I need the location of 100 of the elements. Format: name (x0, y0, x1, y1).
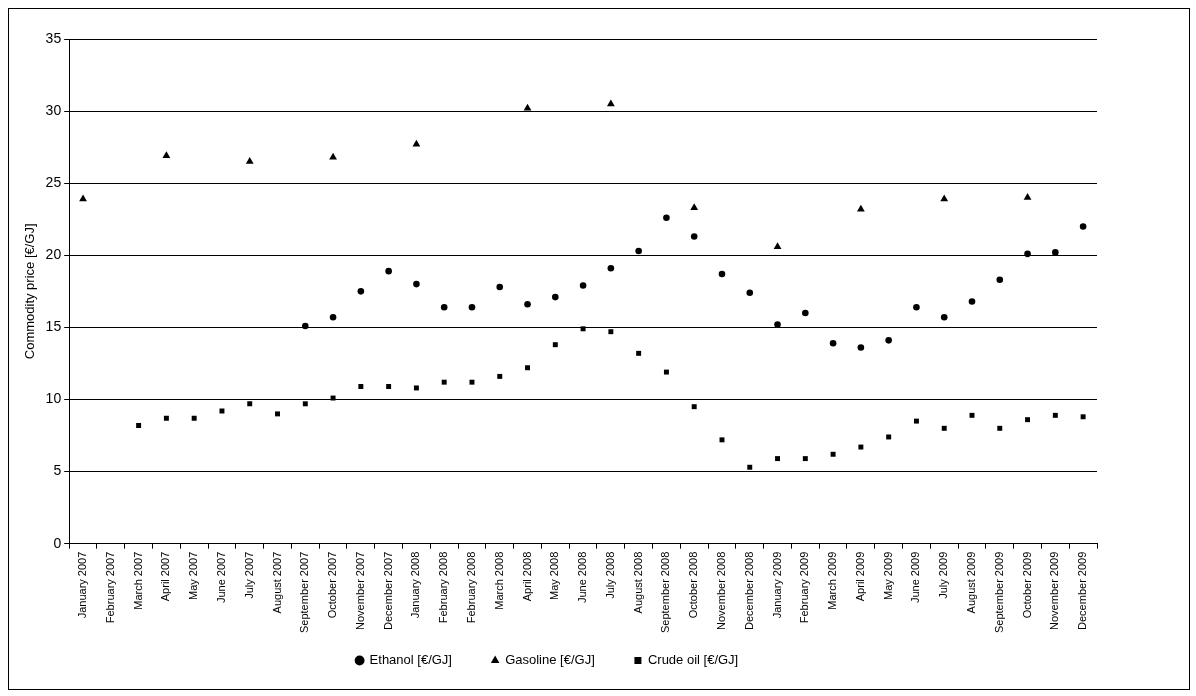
x-tick-label: January 2007 (76, 551, 89, 619)
point (886, 434, 892, 440)
x-tick-label: May 2008 (548, 551, 561, 600)
x-tick-label: October 2009 (1020, 551, 1033, 619)
x-tick-label: November 2008 (715, 551, 728, 630)
y-tick-label: 35 (45, 29, 62, 46)
x-tick-label: July 2008 (603, 551, 616, 599)
point (358, 384, 364, 389)
point (245, 157, 254, 164)
x-tick-label: September 2008 (659, 551, 672, 634)
x-tick-label: November 2007 (353, 551, 366, 630)
point (524, 301, 531, 308)
x-tick-label: June 2009 (909, 551, 922, 604)
y-tick-label: 25 (45, 174, 62, 191)
point (79, 194, 87, 202)
point (773, 242, 782, 249)
x-tick-label: January 2008 (409, 551, 422, 619)
point (162, 151, 171, 159)
legend-label: Gasoline [€/GJ] (505, 652, 617, 668)
point (329, 313, 337, 321)
point (441, 379, 447, 385)
point (940, 194, 949, 202)
x-tick-label: February 2008 (465, 551, 477, 624)
point (663, 369, 669, 375)
point (856, 204, 865, 212)
x-tick-label: December 2007 (381, 551, 394, 630)
x-tick-label: April 2007 (159, 551, 172, 602)
point (330, 395, 336, 401)
point (1052, 249, 1059, 256)
x-tick-label: October 2008 (687, 551, 700, 619)
point (997, 425, 1003, 431)
point (718, 270, 726, 278)
point (385, 267, 392, 275)
point (663, 214, 670, 222)
point (580, 326, 586, 332)
point (802, 456, 808, 462)
x-tick-label: March 2008 (492, 551, 505, 610)
point (191, 415, 197, 421)
x-tick-label: September 2007 (298, 551, 311, 634)
point (996, 276, 1004, 284)
point (440, 303, 448, 311)
point (941, 425, 947, 431)
point (302, 401, 308, 407)
x-tick-label: May 2009 (881, 551, 894, 600)
x-tick-label: June 2008 (576, 551, 589, 604)
y-axis-title: Commodity price [€/GJ] (22, 223, 38, 360)
point (830, 451, 836, 457)
point (636, 350, 642, 356)
x-tick-label: March 2009 (826, 551, 839, 610)
x-tick-label: June 2007 (214, 551, 227, 604)
point (913, 418, 919, 424)
point (913, 303, 920, 311)
x-tick-label: February 2009 (798, 551, 811, 624)
x-tick-label: November 2009 (1048, 551, 1061, 630)
point (829, 339, 837, 347)
point (579, 282, 587, 289)
point (1079, 223, 1087, 230)
x-tick-label: October 2007 (326, 551, 339, 619)
point (607, 264, 615, 272)
point (635, 247, 642, 255)
point (775, 456, 781, 462)
point (136, 422, 142, 428)
y-tick-label: 20 (45, 246, 62, 263)
point (496, 283, 504, 291)
x-tick-label: February 2008 (437, 551, 450, 624)
x-tick-label: March 2007 (131, 551, 144, 610)
point (163, 415, 169, 421)
legend-label: Ethanol [€/GJ] (369, 652, 474, 668)
x-tick-label: September 2009 (992, 551, 1005, 634)
x-tick-label: July 2007 (242, 551, 255, 599)
point (247, 401, 253, 407)
y-tick-label: 5 (53, 462, 62, 479)
point (968, 298, 976, 305)
x-tick-label: August 2007 (270, 551, 283, 614)
point (469, 379, 475, 385)
point (275, 411, 280, 417)
point (302, 322, 309, 330)
x-tick-label: April 2009 (853, 551, 866, 602)
point (746, 289, 754, 297)
point (386, 384, 392, 389)
point (747, 464, 753, 470)
point (608, 329, 614, 335)
point (413, 280, 420, 288)
x-tick-label: February 2007 (103, 551, 116, 624)
point (1052, 412, 1058, 418)
x-tick-label: December 2008 (742, 551, 755, 630)
point (413, 385, 419, 391)
x-tick-label: January 2009 (770, 551, 783, 619)
point (552, 342, 558, 348)
x-tick-label: July 2009 (937, 551, 950, 599)
point (1080, 414, 1086, 420)
point (690, 203, 699, 210)
point (858, 444, 864, 450)
point (357, 288, 365, 295)
y-tick-label: 10 (45, 390, 62, 407)
x-tick-label: August 2009 (965, 551, 978, 614)
point (468, 303, 476, 311)
x-tick-label: May 2007 (187, 551, 200, 600)
x-tick-label: April 2008 (520, 551, 533, 602)
point (940, 313, 948, 321)
